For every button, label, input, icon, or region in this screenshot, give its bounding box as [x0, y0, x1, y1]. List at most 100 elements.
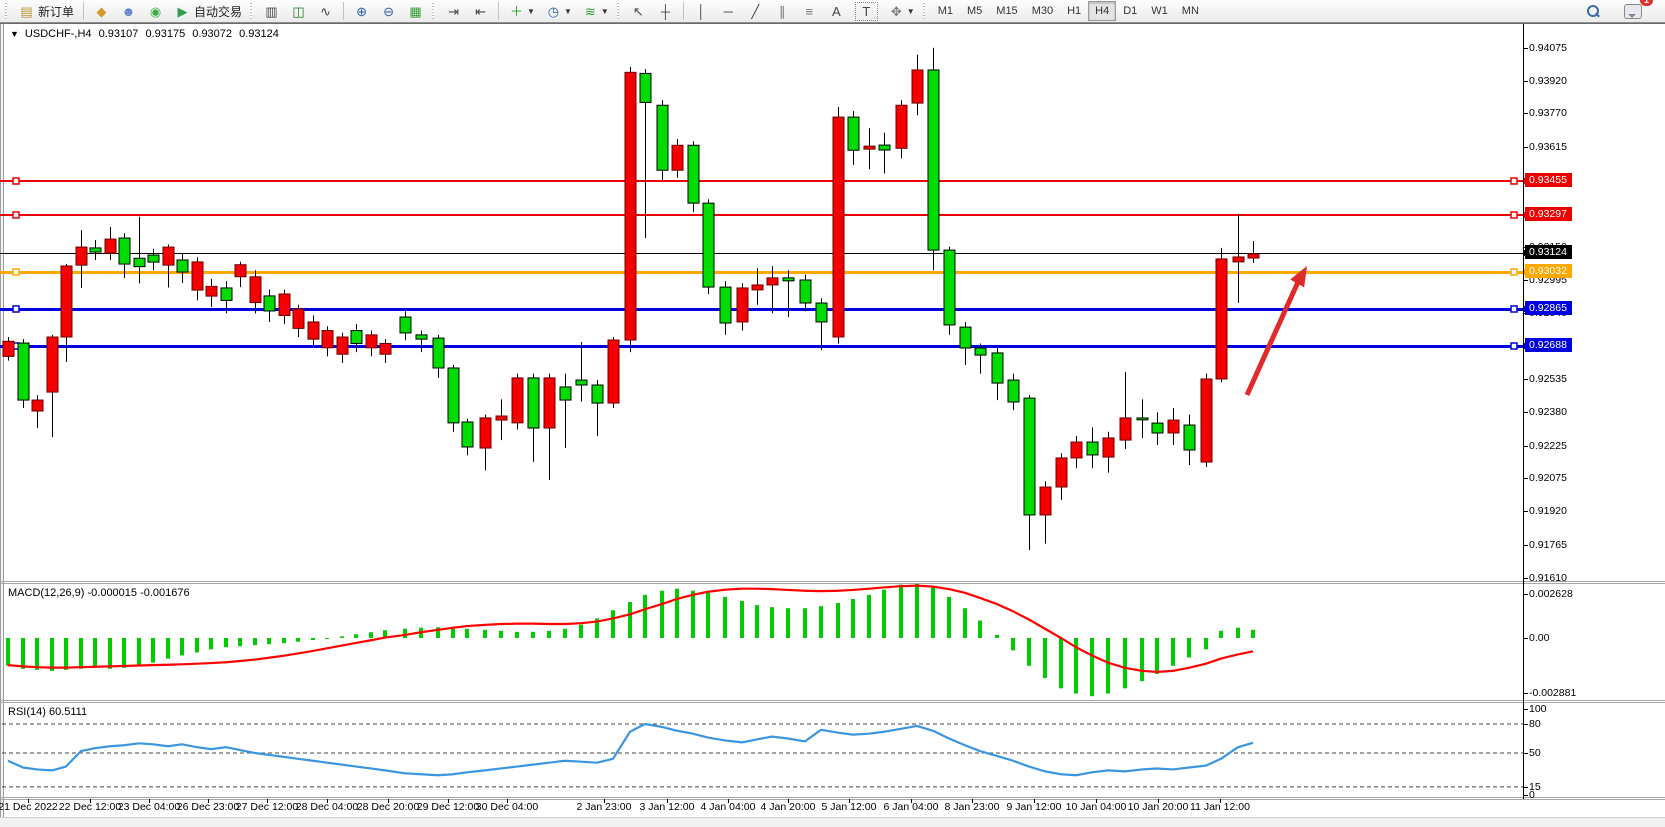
tile-windows-button[interactable]: ▦	[402, 0, 429, 22]
market-watch-button[interactable]: ◆	[88, 0, 115, 22]
macd-histogram-bar	[166, 638, 170, 659]
candle-body	[832, 116, 845, 338]
zoom-in-button[interactable]: ⊕	[348, 0, 375, 22]
vertical-line-button[interactable]: │	[688, 0, 715, 22]
macd-histogram-bar	[947, 596, 951, 638]
cursor-button[interactable]: ↖	[625, 0, 652, 22]
toolbar-grip[interactable]	[616, 3, 622, 19]
line-handle[interactable]	[1510, 268, 1518, 276]
timeframe-h4-button[interactable]: H4	[1088, 1, 1117, 21]
new-chart-button[interactable]: ＋ ▼	[503, 0, 540, 22]
zoom-out-icon: ⊖	[383, 3, 394, 19]
timeframe-m5-button[interactable]: M5	[967, 5, 983, 17]
horizontal-line-object[interactable]	[0, 180, 1523, 182]
time-tick-label: 10 Jan 04:00	[1065, 801, 1127, 813]
collapse-triangle-icon[interactable]: ▼	[10, 29, 19, 39]
new-order-button[interactable]: ▤ 新订单	[13, 0, 79, 22]
trend-arrow-head[interactable]	[1290, 266, 1307, 288]
line-handle[interactable]	[12, 268, 20, 276]
signals-button[interactable]: ◉	[142, 0, 169, 22]
time-tick-mark	[667, 799, 668, 803]
horizontal-line-object[interactable]	[0, 253, 1523, 254]
timeframe-m30-button[interactable]: M30	[1031, 5, 1054, 17]
chart-shift-button[interactable]: ⇤	[467, 0, 494, 22]
zoom-out-button[interactable]: ⊖	[375, 0, 402, 22]
fibonacci-button[interactable]: ≡	[796, 0, 823, 22]
macd-histogram-bar	[64, 638, 68, 670]
toolbar-grip[interactable]	[5, 3, 10, 19]
trend-arrow-line[interactable]	[1244, 280, 1301, 397]
indicators-icon: ≋	[584, 3, 596, 19]
data-window-button[interactable]: ☻	[115, 0, 142, 22]
periods-button[interactable]: ◷ ▼	[540, 0, 577, 22]
toolbar-grip[interactable]	[250, 3, 256, 19]
horizontal-line-object[interactable]	[0, 308, 1523, 311]
horizontal-line-button[interactable]: ─	[715, 0, 742, 22]
timeframe-m15-button[interactable]: M15	[996, 5, 1018, 17]
indicators-button[interactable]: ≋ ▼	[577, 0, 614, 22]
time-axis: 21 Dec 2022 22 Dec 12:00 23 Dec 04:00 26 De…	[0, 801, 1665, 815]
candle-body	[1167, 419, 1180, 434]
pane-separator[interactable]	[0, 799, 1665, 800]
toolbar-separator	[83, 2, 85, 20]
macd-histogram-bar	[706, 592, 710, 638]
line-handle[interactable]	[1510, 177, 1518, 185]
candlestick-button[interactable]: ◫	[285, 0, 312, 22]
line-handle[interactable]	[1510, 342, 1518, 350]
candle-body	[147, 254, 160, 263]
candle-body	[974, 347, 987, 356]
bar-chart-button[interactable]: ▥	[258, 0, 285, 22]
timeframe-d1-button[interactable]: D1	[1123, 5, 1138, 17]
candle-body	[118, 237, 131, 265]
candle-body	[719, 286, 732, 324]
pane-separator[interactable]	[0, 797, 1665, 798]
pane-separator[interactable]	[0, 700, 1665, 701]
pane-separator[interactable]	[0, 583, 1665, 584]
autotrading-button[interactable]: ▶ 自动交易	[169, 0, 247, 22]
time-tick-label: 26 Dec 23:00	[176, 801, 240, 813]
line-handle[interactable]	[12, 305, 20, 313]
horizontal-line-object[interactable]	[0, 214, 1523, 216]
candle-body	[399, 316, 412, 334]
pane-separator[interactable]	[0, 702, 1665, 703]
macd-histogram-bar	[224, 638, 228, 648]
candle-body	[702, 202, 715, 288]
pane-separator[interactable]	[0, 581, 1665, 582]
line-handle[interactable]	[1510, 305, 1518, 313]
text-label-button[interactable]: T	[850, 0, 883, 22]
candle-body	[365, 334, 378, 349]
arrows-button[interactable]: ✥ ▼	[883, 0, 920, 22]
toolbar-grip[interactable]	[922, 3, 928, 19]
toolbar-grip[interactable]	[432, 3, 438, 19]
horizontal-line-object[interactable]	[0, 345, 1523, 348]
line-handle[interactable]	[12, 211, 20, 219]
time-tick-label: 5 Jan 12:00	[821, 801, 877, 813]
macd-histogram-bar	[122, 638, 126, 668]
trendline-button[interactable]: ╱	[742, 0, 769, 22]
horizontal-line-object[interactable]	[0, 271, 1523, 274]
line-handle[interactable]	[1510, 211, 1518, 219]
timeframe-m1-button[interactable]: M1	[937, 5, 953, 17]
time-tick-mark	[208, 799, 209, 803]
price-tick-label: 0.92535	[1529, 373, 1567, 385]
line-handle[interactable]	[12, 177, 20, 185]
macd-histogram-bar	[151, 638, 155, 663]
crosshair-button[interactable]: ┼	[652, 0, 679, 22]
macd-histogram-bar	[403, 628, 407, 638]
time-tick-mark	[1158, 799, 1159, 803]
channel-button[interactable]: ∥	[769, 0, 796, 22]
macd-tick-label: -0.002881	[1529, 687, 1577, 699]
text-button[interactable]: A	[823, 0, 850, 22]
line-chart-button[interactable]: ∿	[312, 0, 339, 22]
timeframe-w1-button[interactable]: W1	[1151, 5, 1168, 17]
search-button[interactable]	[1581, 0, 1605, 22]
timeframe-h1-button[interactable]: H1	[1067, 5, 1082, 17]
time-tick-mark	[327, 799, 328, 803]
notifications-button[interactable]: 1	[1619, 0, 1653, 22]
candle-body	[321, 330, 334, 349]
auto-scroll-button[interactable]: ⇥	[440, 0, 467, 22]
candle-body	[815, 302, 828, 323]
timeframe-mn-button[interactable]: MN	[1181, 5, 1199, 17]
toolbar: ▤ 新订单 ◆ ☻ ◉ ▶ 自动交易 ▥ ◫ ∿ ⊕ ⊖ ▦ ⇥ ⇤ ＋ ▼ ◷ ▼…	[0, 0, 1665, 23]
